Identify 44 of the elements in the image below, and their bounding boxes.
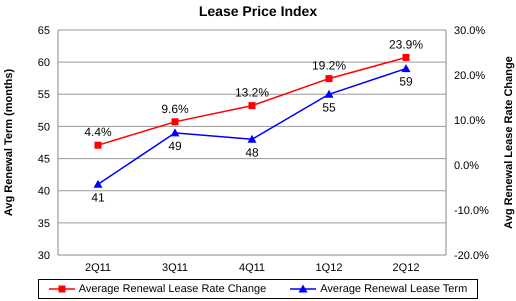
y2-tick-label: 10.0%: [454, 114, 486, 127]
y-tick-label: 60: [38, 57, 50, 70]
legend-label: Average Renewal Lease Term: [319, 283, 468, 295]
y-tick-label: 40: [38, 186, 50, 198]
point: [172, 118, 178, 126]
data-label: 13.2%: [234, 86, 270, 100]
data-label: 23.9%: [388, 37, 424, 52]
chart-title: Lease Price Index: [198, 2, 318, 21]
y-axis-title: Avg Renewal Term (months): [2, 68, 15, 216]
x-tick-label: 1Q12: [316, 262, 342, 274]
x-tick-label: 4Q11: [238, 262, 266, 274]
data-label: 48: [245, 145, 259, 160]
point: [324, 90, 334, 98]
x-tick-label: 2Q11: [84, 262, 112, 274]
data-label: 19.2%: [312, 58, 346, 73]
y2-tick-label: -10.0%: [454, 204, 490, 217]
y2-tick-label: 20.0%: [454, 70, 486, 82]
y-tick-label: 30: [38, 250, 50, 262]
point: [170, 128, 180, 136]
point: [402, 64, 410, 72]
y-tick-label: 55: [38, 89, 50, 102]
data-label: 41: [91, 190, 105, 204]
point: [248, 134, 256, 143]
data-label: 59: [399, 74, 413, 89]
y-tick-label: 35: [38, 218, 50, 230]
point: [402, 54, 410, 61]
x-tick-label: 2Q12: [392, 262, 420, 274]
point: [94, 180, 102, 188]
y2-axis-title: Avg Renewal Lease Rate Change: [502, 56, 515, 229]
point: [248, 102, 256, 110]
data-label: 4.4%: [84, 125, 112, 140]
legend-label: Average Renewal Lease Rate Change: [78, 283, 266, 295]
y2-tick-label: -20.0%: [454, 250, 490, 262]
x-tick-label: 3Q11: [162, 262, 188, 274]
y-tick-label: 65: [38, 24, 50, 37]
point: [94, 142, 102, 149]
y-tick-label: 45: [38, 153, 50, 166]
point: [326, 75, 332, 82]
y2-tick-label: 0.0%: [454, 160, 480, 172]
y-tick-label: 50: [38, 121, 50, 134]
data-label: 55: [322, 100, 336, 114]
data-label: 49: [168, 138, 182, 153]
y2-tick-label: 30.0%: [454, 24, 486, 37]
data-label: 9.6%: [161, 102, 189, 116]
